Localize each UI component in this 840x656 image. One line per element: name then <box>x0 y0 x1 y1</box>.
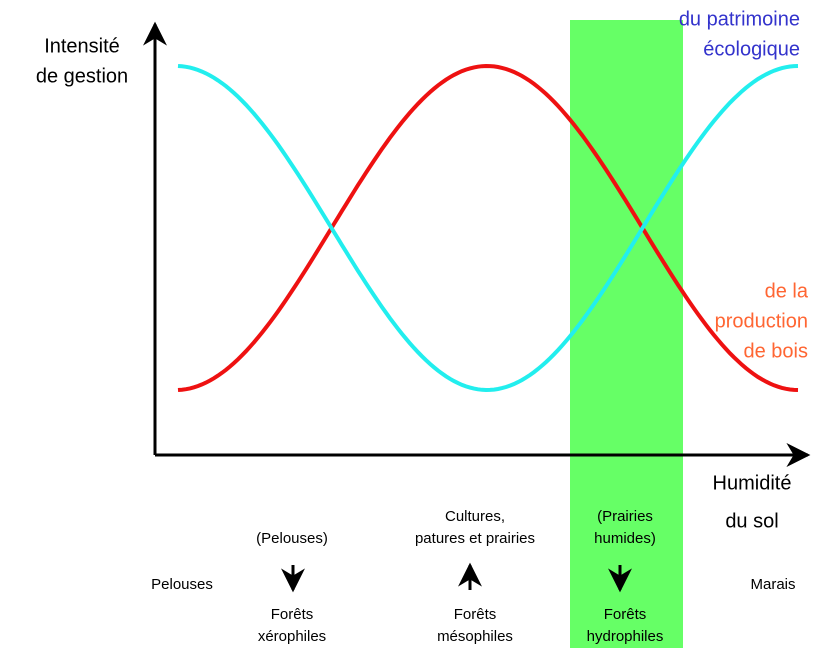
highlight-band <box>570 20 683 648</box>
production-label: de bois <box>744 340 809 362</box>
x-axis-label: Humidité <box>713 472 792 494</box>
habitat-top: patures et prairies <box>415 530 535 547</box>
ecological-curve <box>177 64 799 393</box>
ecological-label: du patrimoine <box>679 8 800 30</box>
habitat-top: Cultures, <box>445 508 505 525</box>
production-label: de la <box>765 280 809 302</box>
habitat-top: humides) <box>594 530 656 547</box>
production-curve <box>177 63 799 392</box>
habitat-forest: Forêts <box>454 606 497 623</box>
habitat-forest: mésophiles <box>437 628 513 645</box>
habitat-top: (Prairies <box>597 508 653 525</box>
ecological-label: écologique <box>703 38 800 60</box>
x-axis-label: du sol <box>725 510 778 532</box>
production-label: production <box>715 310 808 332</box>
habitat-forest: Forêts <box>271 606 314 623</box>
y-axis-label: Intensité <box>44 35 120 57</box>
habitat-label: Pelouses <box>151 576 213 593</box>
habitat-forest: xérophiles <box>258 628 326 645</box>
arrows <box>281 562 632 593</box>
habitat-forest: hydrophiles <box>587 628 664 645</box>
y-axis-label: de gestion <box>36 65 128 87</box>
habitat-top: (Pelouses) <box>256 530 328 547</box>
habitat-label: Marais <box>750 576 795 593</box>
habitat-forest: Forêts <box>604 606 647 623</box>
